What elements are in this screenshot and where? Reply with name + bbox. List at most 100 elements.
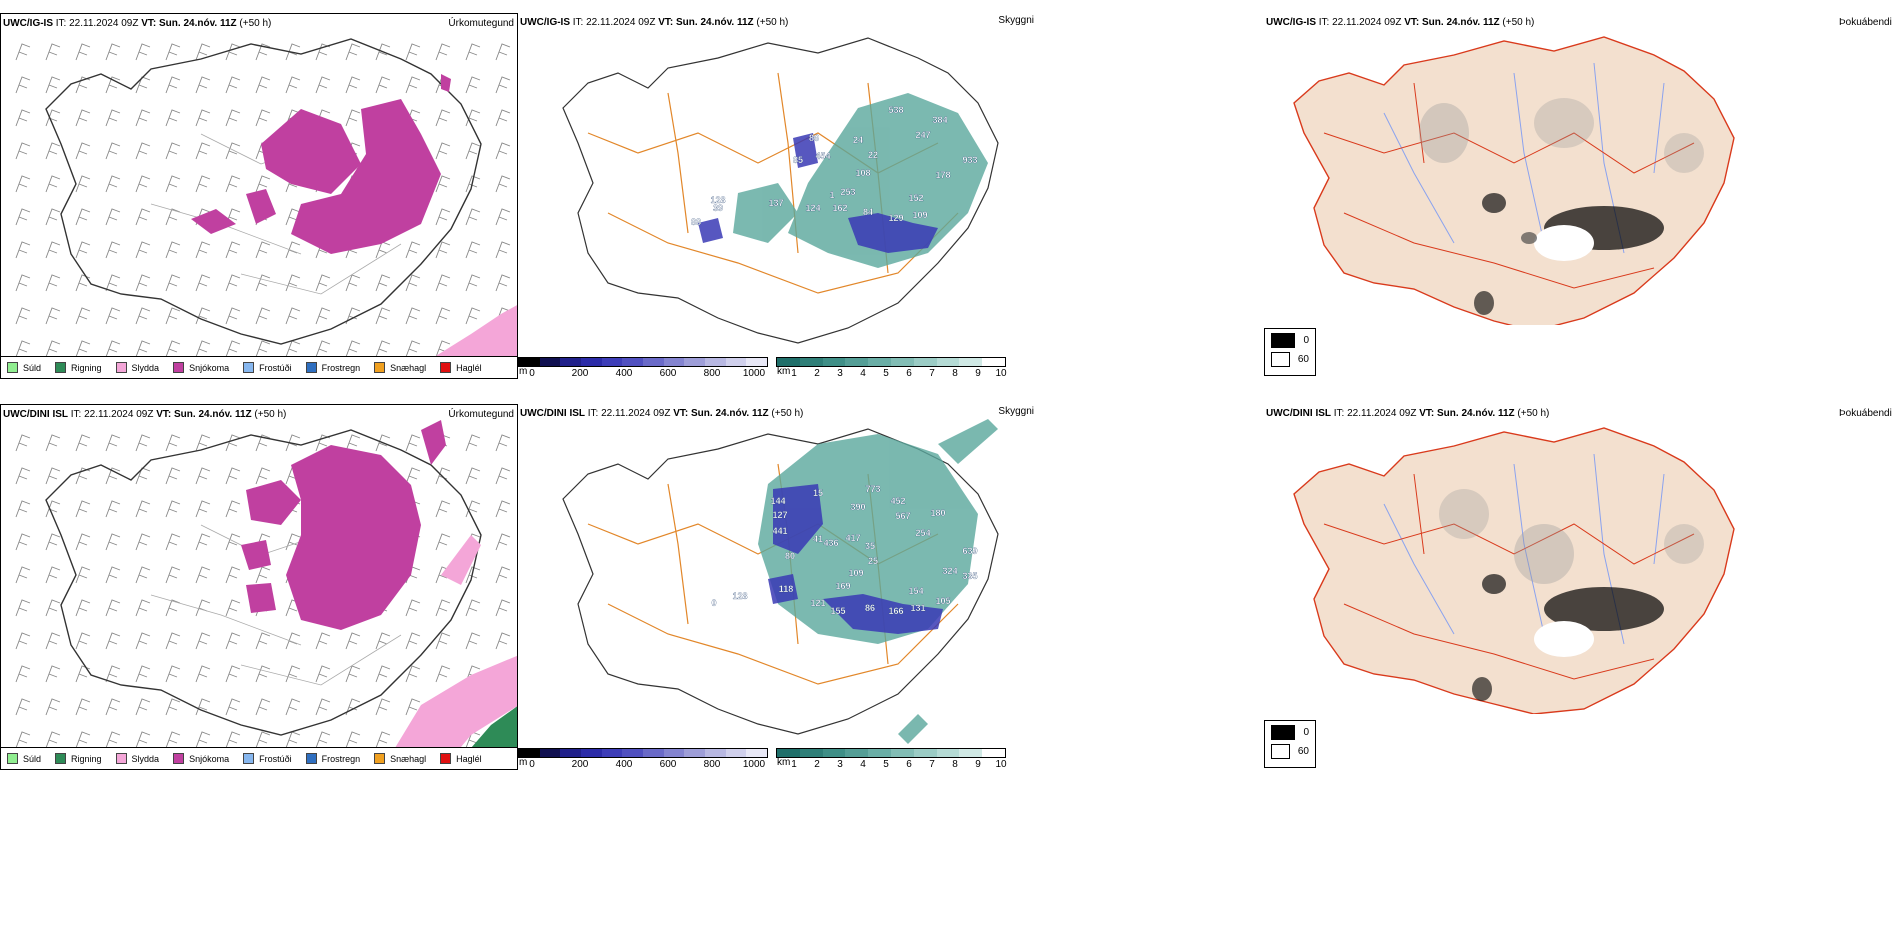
wind-barb bbox=[105, 500, 121, 518]
legend-item: Súld bbox=[7, 362, 41, 373]
colorbar-tick: 4 bbox=[860, 368, 866, 379]
cloud-base-value: 109 bbox=[848, 568, 863, 578]
wind-barb bbox=[105, 467, 121, 485]
cloud-base-value: 454 bbox=[815, 151, 830, 161]
wind-barb bbox=[255, 175, 271, 193]
cloud-base-value: 131 bbox=[910, 603, 925, 613]
legend-swatch bbox=[440, 362, 452, 373]
wind-barb bbox=[315, 698, 331, 716]
legend-item: Rigning bbox=[55, 753, 102, 764]
fog-map bbox=[1293, 36, 1735, 325]
wind-barbs bbox=[15, 434, 511, 749]
cloud-base-value: 25 bbox=[868, 556, 878, 566]
legend-swatch bbox=[115, 362, 127, 373]
wind-barb bbox=[465, 500, 481, 518]
wind-barb bbox=[105, 241, 121, 259]
cloud-base-value: 417 bbox=[845, 533, 860, 543]
colorbar-m-bar bbox=[518, 357, 768, 367]
wind-barb bbox=[45, 533, 61, 551]
wind-barb bbox=[75, 208, 91, 226]
wind-barb bbox=[105, 665, 121, 683]
wind-barb bbox=[135, 241, 151, 259]
wind-barb bbox=[45, 307, 61, 325]
wind-barb bbox=[225, 500, 241, 518]
fog-shade-area bbox=[1439, 489, 1704, 701]
wind-barb bbox=[285, 76, 301, 94]
shade-legend-item: 0 bbox=[1271, 725, 1309, 740]
wind-barb bbox=[225, 175, 241, 193]
wind-barb bbox=[375, 340, 391, 358]
wind-barb bbox=[255, 467, 271, 485]
wind-barb bbox=[135, 142, 151, 160]
colorbar-m-unit: m bbox=[519, 757, 528, 768]
cloud-base-value: 180 bbox=[930, 508, 945, 518]
wind-barb bbox=[225, 274, 241, 292]
wind-barb bbox=[165, 698, 181, 716]
wind-barb bbox=[15, 175, 31, 193]
wind-barb bbox=[15, 698, 31, 716]
wind-barb bbox=[345, 340, 361, 358]
wind-barb bbox=[165, 241, 181, 259]
cloud-base-value: 121 bbox=[810, 598, 825, 608]
colorbar-m: m 0 200 400 600 800 1000 bbox=[518, 357, 768, 379]
legend-item: Snæhagl bbox=[374, 753, 426, 764]
wind-barb bbox=[255, 434, 271, 452]
colorbar-km-unit: km bbox=[777, 366, 791, 377]
wind-barb bbox=[195, 340, 211, 358]
wind-barb bbox=[195, 500, 211, 518]
wind-barb bbox=[255, 566, 271, 584]
wind-barb bbox=[15, 43, 31, 61]
wind-barb bbox=[15, 274, 31, 292]
wind-barb bbox=[465, 274, 481, 292]
cloud-base-value: 127 bbox=[772, 510, 787, 520]
wind-barb bbox=[375, 731, 391, 749]
fog-panel-row1: UWC/IG-IS IT: 22.11.2024 09Z VT: Sun. 24… bbox=[1264, 13, 1900, 325]
wind-barb bbox=[405, 43, 421, 61]
wind-barb bbox=[75, 665, 91, 683]
cloud-base-value: 15 bbox=[813, 488, 823, 498]
wind-barb bbox=[405, 307, 421, 325]
shade-swatch bbox=[1271, 725, 1296, 740]
wind-barb bbox=[465, 599, 481, 617]
wind-barb bbox=[195, 76, 211, 94]
map-roads bbox=[1323, 473, 1695, 680]
shade-legend-row2: 0 60 bbox=[1264, 720, 1316, 768]
wind-barb bbox=[285, 731, 301, 749]
colorbar-m-unit: m bbox=[519, 366, 528, 377]
wind-barb bbox=[255, 731, 271, 749]
legend-swatch bbox=[7, 362, 18, 373]
colorbar-tick: 0 bbox=[529, 368, 535, 379]
wind-barb bbox=[135, 434, 151, 452]
cloud-base-value: 128 bbox=[732, 591, 747, 601]
colorbar-tick: 10 bbox=[995, 759, 1007, 770]
legend-swatch bbox=[305, 753, 317, 764]
wind-barb bbox=[165, 307, 181, 325]
wind-barb bbox=[15, 340, 31, 358]
legend-item: Frostregn bbox=[305, 753, 360, 764]
cloud-base-value: 567 bbox=[895, 511, 910, 521]
panel-title: Þokuábendi bbox=[1839, 17, 1892, 28]
wind-barb bbox=[225, 241, 241, 259]
wind-barb bbox=[405, 274, 421, 292]
wind-barb bbox=[45, 142, 61, 160]
cloud-base-value: 384 bbox=[932, 115, 947, 125]
wind-barb bbox=[165, 467, 181, 485]
wind-barb bbox=[465, 241, 481, 259]
legend-item: Rigning bbox=[55, 362, 102, 373]
legend-swatch bbox=[374, 362, 386, 373]
wind-barb bbox=[285, 632, 301, 650]
wind-barb bbox=[15, 241, 31, 259]
wind-barb bbox=[45, 566, 61, 584]
wind-barb bbox=[105, 698, 121, 716]
cloud-base-labels: 538 384 247 24 86 85 454 22 933 108 178 … bbox=[691, 105, 978, 227]
wind-barb bbox=[285, 241, 301, 259]
colorbar-km-ticks: 1 2 3 4 5 6 7 8 9 10 bbox=[791, 758, 1007, 770]
wind-barb bbox=[345, 43, 361, 61]
colorbar-tick: 6 bbox=[906, 759, 912, 770]
snow-area bbox=[241, 420, 446, 630]
wind-barb bbox=[435, 307, 451, 325]
cloud-base-value: 85 bbox=[793, 155, 803, 165]
wind-barb bbox=[165, 340, 181, 358]
wind-barb bbox=[255, 698, 271, 716]
cloud-base-value: 39 bbox=[713, 203, 723, 213]
